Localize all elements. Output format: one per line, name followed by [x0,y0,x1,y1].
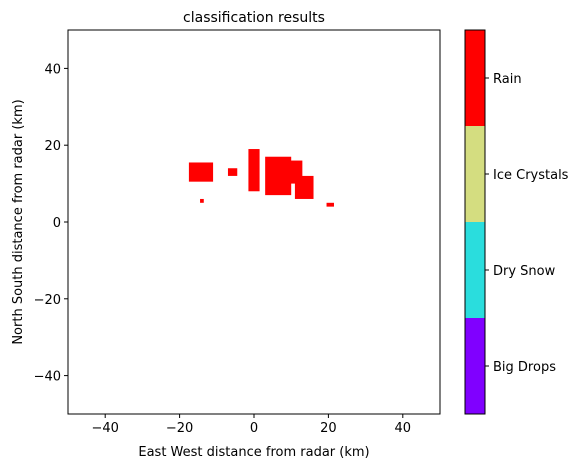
y-axis: −40 −20 0 20 40 [34,62,68,385]
y-tick-label: −20 [34,293,61,308]
x-tick-label: 40 [395,421,412,436]
x-tick-label: 20 [320,421,337,436]
x-tick-label: 0 [250,421,258,436]
colorbar: Big Drops Dry Snow Ice Crystals Rain [464,29,569,415]
y-tick-label: 20 [44,139,61,154]
colorbar-label-ice-crystals: Ice Crystals [493,168,569,183]
colorbar-label-rain: Rain [493,72,522,87]
region-rain-2 [248,149,260,192]
region-rain-6 [326,202,334,207]
y-tick-label: 0 [53,216,61,231]
region-rain-0 [188,162,214,182]
region-rain-1 [227,168,238,176]
colorbar-label-dry-snow: Dry Snow [493,264,556,279]
colorbar-segment-big-drops [465,318,485,414]
classified-regions [188,149,334,207]
x-tick-label: −40 [91,421,118,436]
colorbar-frame [464,29,486,415]
colorbar-segment-ice-crystals [465,126,485,222]
colorbar-label-big-drops: Big Drops [493,360,556,375]
x-tick-label: −20 [166,421,193,436]
y-axis-label: North South distance from radar (km) [11,99,26,344]
colorbar-segment-rain [465,30,485,126]
y-tick-label: 40 [44,62,61,77]
chart-title: classification results [183,10,325,26]
plot-area [68,30,440,414]
colorbar-segment-dry-snow [465,222,485,318]
x-axis-label: East West distance from radar (km) [138,445,369,460]
x-axis: −40 −20 0 20 40 [91,414,411,436]
region-rain-5 [294,175,314,199]
region-rain-7 [200,198,204,203]
y-tick-label: −40 [34,370,61,385]
